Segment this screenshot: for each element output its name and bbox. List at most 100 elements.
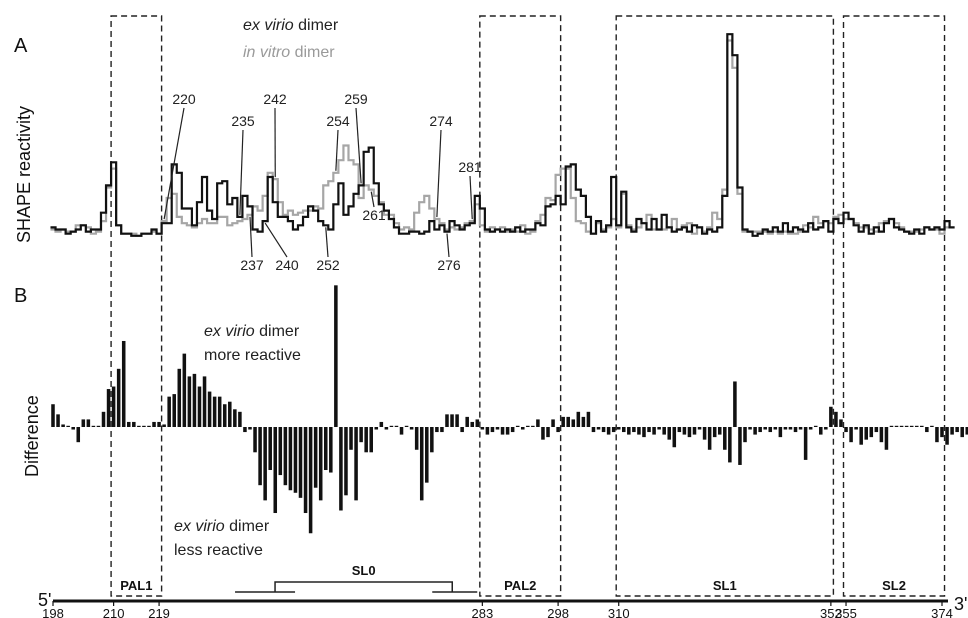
- difference-bar: [460, 427, 464, 433]
- difference-bar: [783, 427, 788, 430]
- difference-bar: [591, 427, 596, 433]
- difference-bar: [728, 427, 732, 463]
- region-label: SL2: [882, 578, 906, 593]
- difference-bar: [950, 427, 954, 435]
- difference-bar: [106, 389, 111, 427]
- difference-bar: [889, 425, 894, 427]
- difference-bar: [723, 427, 727, 450]
- difference-bar: [798, 427, 803, 430]
- peak-leader: [249, 216, 253, 258]
- difference-bar: [677, 427, 682, 433]
- difference-bar: [778, 427, 783, 438]
- difference-bar: [707, 427, 712, 450]
- difference-bar: [813, 425, 818, 427]
- difference-bar: [652, 427, 656, 435]
- difference-bar: [278, 427, 283, 476]
- region-box-sl2: [842, 15, 946, 597]
- difference-bar: [611, 427, 616, 433]
- difference-bar: [167, 396, 171, 427]
- difference-bar: [293, 427, 298, 493]
- difference-bar: [965, 427, 968, 435]
- peak-label: 274: [429, 113, 453, 129]
- difference-bar: [339, 427, 343, 511]
- difference-bar: [627, 427, 631, 435]
- difference-bar: [404, 425, 409, 427]
- difference-bar: [576, 411, 581, 427]
- difference-bar: [414, 427, 419, 450]
- difference-bar: [637, 427, 641, 435]
- difference-bar: [137, 425, 141, 427]
- difference-bar: [142, 425, 146, 427]
- difference-bar: [283, 427, 288, 486]
- difference-bar: [263, 427, 267, 501]
- difference-bar: [364, 427, 368, 453]
- panel-b-label: B: [14, 285, 27, 307]
- region-label: SL1: [713, 578, 737, 593]
- peak-leader: [355, 107, 362, 184]
- peak-leader: [370, 191, 375, 208]
- difference-bar: [101, 411, 106, 427]
- difference-bar: [419, 427, 424, 501]
- difference-bar: [445, 414, 449, 427]
- difference-bar: [96, 425, 101, 427]
- difference-bar: [475, 419, 480, 427]
- difference-bar: [389, 425, 394, 427]
- difference-bar: [824, 427, 828, 430]
- difference-bar: [874, 427, 879, 433]
- difference-bar: [480, 427, 485, 430]
- annotation-less-line2: less reactive: [174, 542, 263, 559]
- difference-bar: [566, 416, 570, 427]
- difference-bar: [61, 424, 65, 427]
- difference-bar: [425, 427, 429, 483]
- peak-label: 261: [362, 207, 386, 223]
- difference-bar: [839, 419, 843, 427]
- difference-bar: [207, 391, 212, 427]
- difference-bar: [268, 427, 272, 471]
- difference-bar: [66, 425, 70, 427]
- difference-bar: [909, 425, 914, 427]
- difference-bar: [647, 427, 651, 433]
- difference-bar: [960, 427, 964, 438]
- difference-bar: [485, 427, 490, 435]
- peak-leader: [163, 107, 185, 220]
- difference-bar: [667, 427, 672, 440]
- difference-bar: [344, 427, 348, 496]
- difference-bar: [121, 340, 126, 427]
- difference-bar: [682, 427, 687, 435]
- sl0-label: SL0: [352, 563, 376, 578]
- difference-bar: [177, 368, 182, 427]
- difference-bar: [672, 427, 677, 448]
- difference-bar: [369, 427, 373, 453]
- difference-bar: [869, 427, 874, 438]
- difference-bar: [864, 427, 869, 440]
- difference-bar: [793, 427, 798, 433]
- difference-bar: [132, 421, 136, 427]
- series-ex-virio-line: [50, 33, 955, 237]
- annotation-more-line2: more reactive: [204, 347, 301, 364]
- difference-bar: [56, 414, 60, 427]
- panel-a-label: A: [14, 35, 28, 57]
- difference-bar: [298, 427, 303, 498]
- difference-bar: [738, 427, 742, 465]
- difference-bar: [546, 427, 550, 438]
- peak-label: 220: [172, 91, 196, 107]
- difference-bar: [844, 427, 848, 433]
- peak-leader: [469, 175, 473, 220]
- peak-label: 281: [458, 159, 482, 175]
- difference-bar: [834, 411, 838, 427]
- difference-bar: [803, 427, 808, 460]
- difference-bar: [531, 425, 535, 427]
- difference-bar: [192, 373, 197, 427]
- difference-bar: [773, 427, 778, 430]
- difference-bar: [920, 425, 924, 427]
- difference-bar: [940, 427, 944, 438]
- difference-bar: [212, 396, 217, 427]
- difference-bar: [702, 427, 707, 440]
- three-prime-label: 3': [954, 594, 967, 614]
- difference-bar: [318, 427, 323, 501]
- difference-bar: [642, 427, 646, 438]
- difference-bar: [222, 404, 227, 427]
- difference-bar: [819, 427, 823, 435]
- difference-bar: [490, 427, 495, 433]
- difference-bar: [495, 427, 500, 430]
